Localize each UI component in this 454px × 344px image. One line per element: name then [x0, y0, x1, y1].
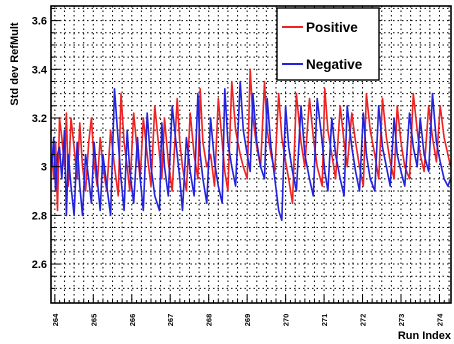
x-tick-label: 272 [359, 314, 368, 327]
y-axis: 2.6 2.8 3 3.2 3.4 3.6 [32, 7, 60, 289]
x-tick-label: 267 [166, 314, 175, 327]
y-tick-label: 3 [41, 162, 47, 174]
x-tick-label: 266 [128, 314, 137, 327]
x-axis-title: Run Index [398, 330, 452, 342]
series-layer [51, 68, 452, 221]
x-tick-label: 265 [89, 314, 98, 327]
legend-label-positive: Positive [306, 20, 358, 35]
y-tick-label: 3.4 [32, 64, 48, 76]
y-tick-label: 3.6 [32, 16, 47, 28]
series-line-positive [51, 68, 452, 212]
series-line-negative [51, 80, 452, 221]
y-tick-label: 2.6 [32, 259, 47, 271]
x-tick-label: 274 [435, 313, 444, 326]
x-tick-label: 271 [320, 314, 329, 327]
legend-box [276, 7, 380, 81]
y-tick-label: 3.2 [32, 113, 47, 125]
x-tick-label: 264 [51, 313, 60, 326]
x-axis: 264 265 266 267 268 269 270 271 272 273 274 [51, 295, 450, 327]
x-tick-label: 269 [243, 314, 252, 327]
legend: Positive Negative [276, 7, 380, 81]
legend-label-negative: Negative [306, 57, 363, 72]
x-tick-label: 270 [282, 314, 291, 327]
x-tick-label: 268 [205, 314, 214, 327]
y-axis-title: Std dev RefMult [9, 22, 21, 105]
y-tick-label: 2.8 [32, 210, 47, 222]
x-tick-label: 273 [397, 314, 406, 327]
